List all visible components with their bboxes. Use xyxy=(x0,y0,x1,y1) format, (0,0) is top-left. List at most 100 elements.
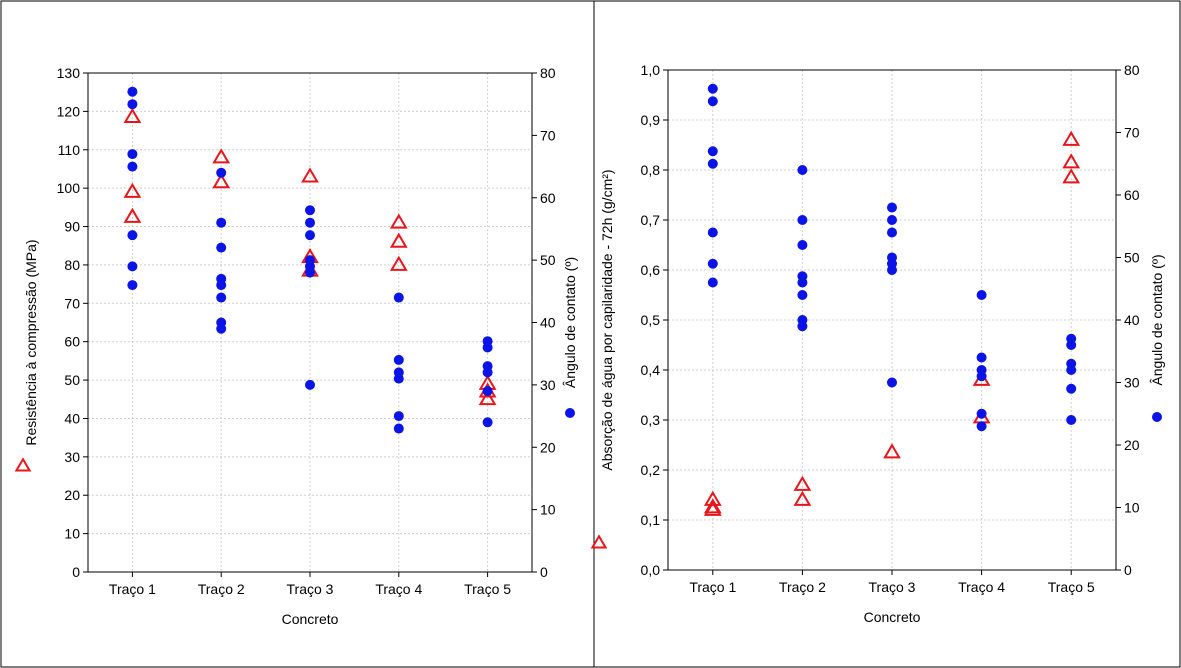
circle-point xyxy=(127,99,138,110)
circle-point xyxy=(127,161,138,172)
y2-tick-label: 10 xyxy=(540,502,556,518)
chart-panel-1: 0 10 20 30 40 50 60 70 80 90 100 110 120 130 0 10 20 30 4… xyxy=(14,65,578,627)
y-tick-label: 0,0 xyxy=(641,562,661,578)
y2-tick-label: 30 xyxy=(1124,375,1140,391)
y-tick-label: 80 xyxy=(64,257,80,273)
circle-point xyxy=(1066,415,1077,425)
triangle-point xyxy=(1062,168,1081,184)
x-axis-label: Concreto xyxy=(864,609,921,625)
circle-point xyxy=(707,158,718,169)
y-axis-left-ticks: 0 10 20 30 40 50 60 70 80 90 100 110 120 130 xyxy=(57,65,88,580)
circle-point xyxy=(216,292,227,303)
circle-point xyxy=(976,290,987,300)
y2-tick-label: 20 xyxy=(540,439,556,455)
circle-point xyxy=(482,386,493,397)
triangle-point xyxy=(1062,130,1081,146)
y-tick-label: 90 xyxy=(64,219,80,235)
y-axis-right-ticks: 0 10 20 30 40 50 60 70 80 xyxy=(1116,62,1140,578)
circle-point xyxy=(1066,365,1077,375)
triangle-point xyxy=(301,167,319,183)
x-tick-label: Traço 1 xyxy=(689,579,736,595)
x-tick-label: Traço 5 xyxy=(1048,579,1095,595)
circle-point xyxy=(127,261,138,272)
y2-tick-label: 40 xyxy=(1124,312,1140,328)
y-tick-label: 20 xyxy=(64,487,80,503)
circle-point xyxy=(797,290,808,300)
data-marks xyxy=(703,83,1081,516)
circle-point xyxy=(707,258,718,269)
x-axis-label: Concreto xyxy=(282,611,339,627)
y-tick-label: 0,9 xyxy=(641,112,661,128)
x-tick-label: Traço 1 xyxy=(109,581,156,597)
circle-point xyxy=(305,217,315,228)
y-tick-label: 50 xyxy=(64,372,80,388)
circle-point xyxy=(976,408,987,419)
circle-point xyxy=(797,321,808,332)
triangle-point xyxy=(123,107,142,124)
x-axis-ticks: Traço 1 Traço 2 Traço 3 Traço 4 Traço 5 xyxy=(109,572,511,597)
circle-point xyxy=(393,411,404,422)
circle-point xyxy=(216,323,227,334)
circle-point xyxy=(707,96,718,107)
circle-point xyxy=(127,86,138,97)
y-axis-right-label: Ângulo de contato (º) xyxy=(1149,254,1165,385)
triangle-point xyxy=(478,390,497,406)
triangle-point xyxy=(883,443,901,459)
y2-tick-label: 80 xyxy=(1124,62,1140,78)
circle-point xyxy=(797,277,808,288)
y2-tick-label: 70 xyxy=(540,127,556,143)
circle-legend-marker xyxy=(565,408,575,418)
x-tick-label: Traço 2 xyxy=(779,579,826,595)
x-tick-label: Traço 4 xyxy=(958,579,1005,595)
circle-point xyxy=(393,292,404,303)
y-tick-label: 0,4 xyxy=(641,362,661,378)
triangle-point xyxy=(793,475,812,491)
circle-point xyxy=(305,267,315,278)
circle-point xyxy=(887,215,897,225)
y-axis-right-ticks: 0 10 20 30 40 50 60 70 80 xyxy=(532,65,556,580)
y-tick-label: 0,2 xyxy=(641,462,661,478)
triangle-point xyxy=(1062,153,1081,169)
y2-tick-label: 10 xyxy=(1124,500,1140,516)
y-tick-label: 0 xyxy=(72,564,80,580)
triangle-legend-marker xyxy=(590,534,608,549)
circle-point xyxy=(887,377,897,388)
y2-tick-label: 60 xyxy=(1124,187,1140,203)
circle-point xyxy=(797,165,808,175)
y-left-legend-marker xyxy=(590,534,608,549)
triangle-point xyxy=(212,173,231,189)
y-tick-label: 0,8 xyxy=(641,162,661,178)
circle-point xyxy=(393,373,404,384)
x-tick-label: Traço 5 xyxy=(464,581,511,597)
triangle-point xyxy=(123,182,142,198)
triangle-legend-marker xyxy=(14,457,32,472)
y2-tick-label: 70 xyxy=(1124,125,1140,141)
y-tick-label: 40 xyxy=(64,410,80,426)
circle-point xyxy=(305,205,315,216)
circle-point xyxy=(393,354,404,365)
grid xyxy=(88,72,532,573)
x-axis-ticks: Traço 1 Traço 2 Traço 3 Traço 4 Traço 5 xyxy=(689,570,1095,595)
circle-legend-marker xyxy=(1152,412,1162,422)
y-tick-label: 130 xyxy=(57,65,81,81)
circle-point xyxy=(707,146,718,157)
y-axis-right-label: Ângulo de contato (º) xyxy=(562,257,578,388)
y2-tick-label: 50 xyxy=(540,252,556,268)
triangle-point xyxy=(793,490,812,506)
triangle-point xyxy=(212,148,231,164)
y-tick-label: 120 xyxy=(57,103,81,119)
y2-tick-label: 20 xyxy=(1124,437,1140,453)
triangle-point xyxy=(389,255,408,271)
circle-point xyxy=(887,227,897,238)
y2-tick-label: 80 xyxy=(540,65,556,81)
y2-tick-label: 30 xyxy=(540,377,556,393)
data-marks xyxy=(123,86,497,434)
circle-point xyxy=(1066,340,1077,350)
y-tick-label: 70 xyxy=(64,295,80,311)
y2-tick-label: 0 xyxy=(540,564,548,580)
y-tick-label: 1,0 xyxy=(641,62,661,78)
y-axis-left-label: Resistência à compressão (MPa) xyxy=(23,239,39,445)
circle-point xyxy=(887,202,897,213)
circle-point xyxy=(797,215,808,225)
